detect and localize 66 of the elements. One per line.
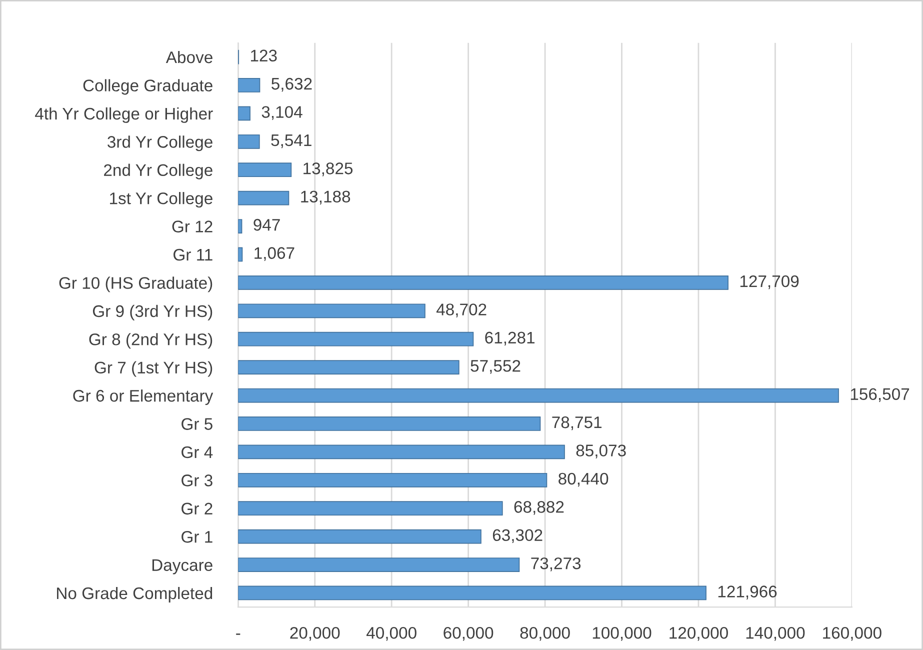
- data-label: 1,067: [254, 247, 294, 261]
- bar: [238, 275, 728, 290]
- data-label: 121,966: [718, 586, 777, 600]
- y-tick-label: Gr 8 (2nd Yr HS): [89, 333, 212, 349]
- data-label: 80,440: [558, 472, 608, 487]
- x-tick-label: -: [236, 634, 240, 635]
- y-tick-label: Gr 11: [174, 248, 212, 261]
- bar: [238, 472, 548, 488]
- data-label: 61,281: [485, 332, 534, 346]
- x-tick-label: 20,000: [290, 626, 340, 641]
- data-label: 78,751: [552, 416, 602, 430]
- bar: [238, 558, 520, 572]
- y-tick-label: Above: [166, 50, 212, 64]
- y-tick-label: Gr 3: [182, 474, 212, 486]
- bar: [238, 586, 706, 600]
- data-label: 3,104: [262, 106, 302, 120]
- bar: [238, 162, 292, 178]
- y-tick-label: Gr 9 (3rd Yr HS): [92, 304, 212, 320]
- bar: [238, 190, 290, 206]
- x-tick-label: 60,000: [444, 626, 494, 641]
- data-label: 5,632: [272, 78, 312, 92]
- data-label: 947: [254, 218, 280, 231]
- y-tick-label: 4th Yr College or Higher: [35, 107, 213, 123]
- data-label: 63,302: [492, 529, 542, 544]
- y-tick-label: Gr 12: [172, 220, 212, 232]
- x-tick-label: 120,000: [670, 626, 728, 641]
- bar: [238, 106, 250, 121]
- data-label: 5,541: [271, 134, 312, 148]
- x-tick-label: 100,000: [592, 626, 652, 641]
- y-tick-label: Gr 1: [182, 530, 212, 543]
- bar: [238, 332, 474, 346]
- bar: [238, 360, 460, 375]
- y-tick-label: 3rd Yr College: [108, 136, 212, 152]
- data-label: 13,825: [304, 162, 353, 176]
- data-label: 68,882: [514, 501, 564, 515]
- y-tick-label: Gr 6 or Elementary: [73, 389, 214, 406]
- y-tick-label: 2nd Yr College: [104, 164, 212, 180]
- bar: [238, 416, 541, 431]
- y-tick-label: Gr 4: [182, 446, 213, 458]
- data-label: 73,273: [531, 557, 581, 572]
- y-tick-label: Gr 5: [182, 418, 212, 430]
- y-tick-label: College Graduate: [83, 79, 212, 95]
- y-tick-label: Gr 10 (HS Graduate): [59, 276, 212, 292]
- y-tick-label: Gr 7 (1st Yr HS): [94, 361, 212, 377]
- data-label: 48,702: [436, 304, 486, 318]
- bar: [238, 134, 260, 149]
- data-label: 13,188: [301, 190, 350, 204]
- bar: [238, 444, 565, 460]
- y-tick-label: Gr 2: [182, 502, 212, 515]
- y-tick-label: Daycare: [152, 559, 212, 574]
- data-label: 123: [250, 50, 277, 62]
- y-tick-label: No Grade Completed: [57, 586, 212, 602]
- bar: [238, 529, 482, 544]
- bar: [238, 78, 260, 92]
- bar: [238, 388, 839, 403]
- data-label: 85,073: [576, 444, 626, 458]
- data-label: 127,709: [740, 275, 799, 290]
- x-tick-label: 80,000: [520, 626, 570, 641]
- x-tick-label: 140,000: [746, 626, 805, 641]
- data-label: 57,552: [470, 360, 520, 374]
- y-tick-label: 1st Yr College: [110, 192, 212, 208]
- bar: [238, 501, 503, 516]
- x-tick-label: 40,000: [366, 626, 416, 641]
- x-tick-label: 160,000: [823, 626, 882, 641]
- data-label: 156,507: [850, 388, 910, 402]
- bar: [238, 304, 426, 318]
